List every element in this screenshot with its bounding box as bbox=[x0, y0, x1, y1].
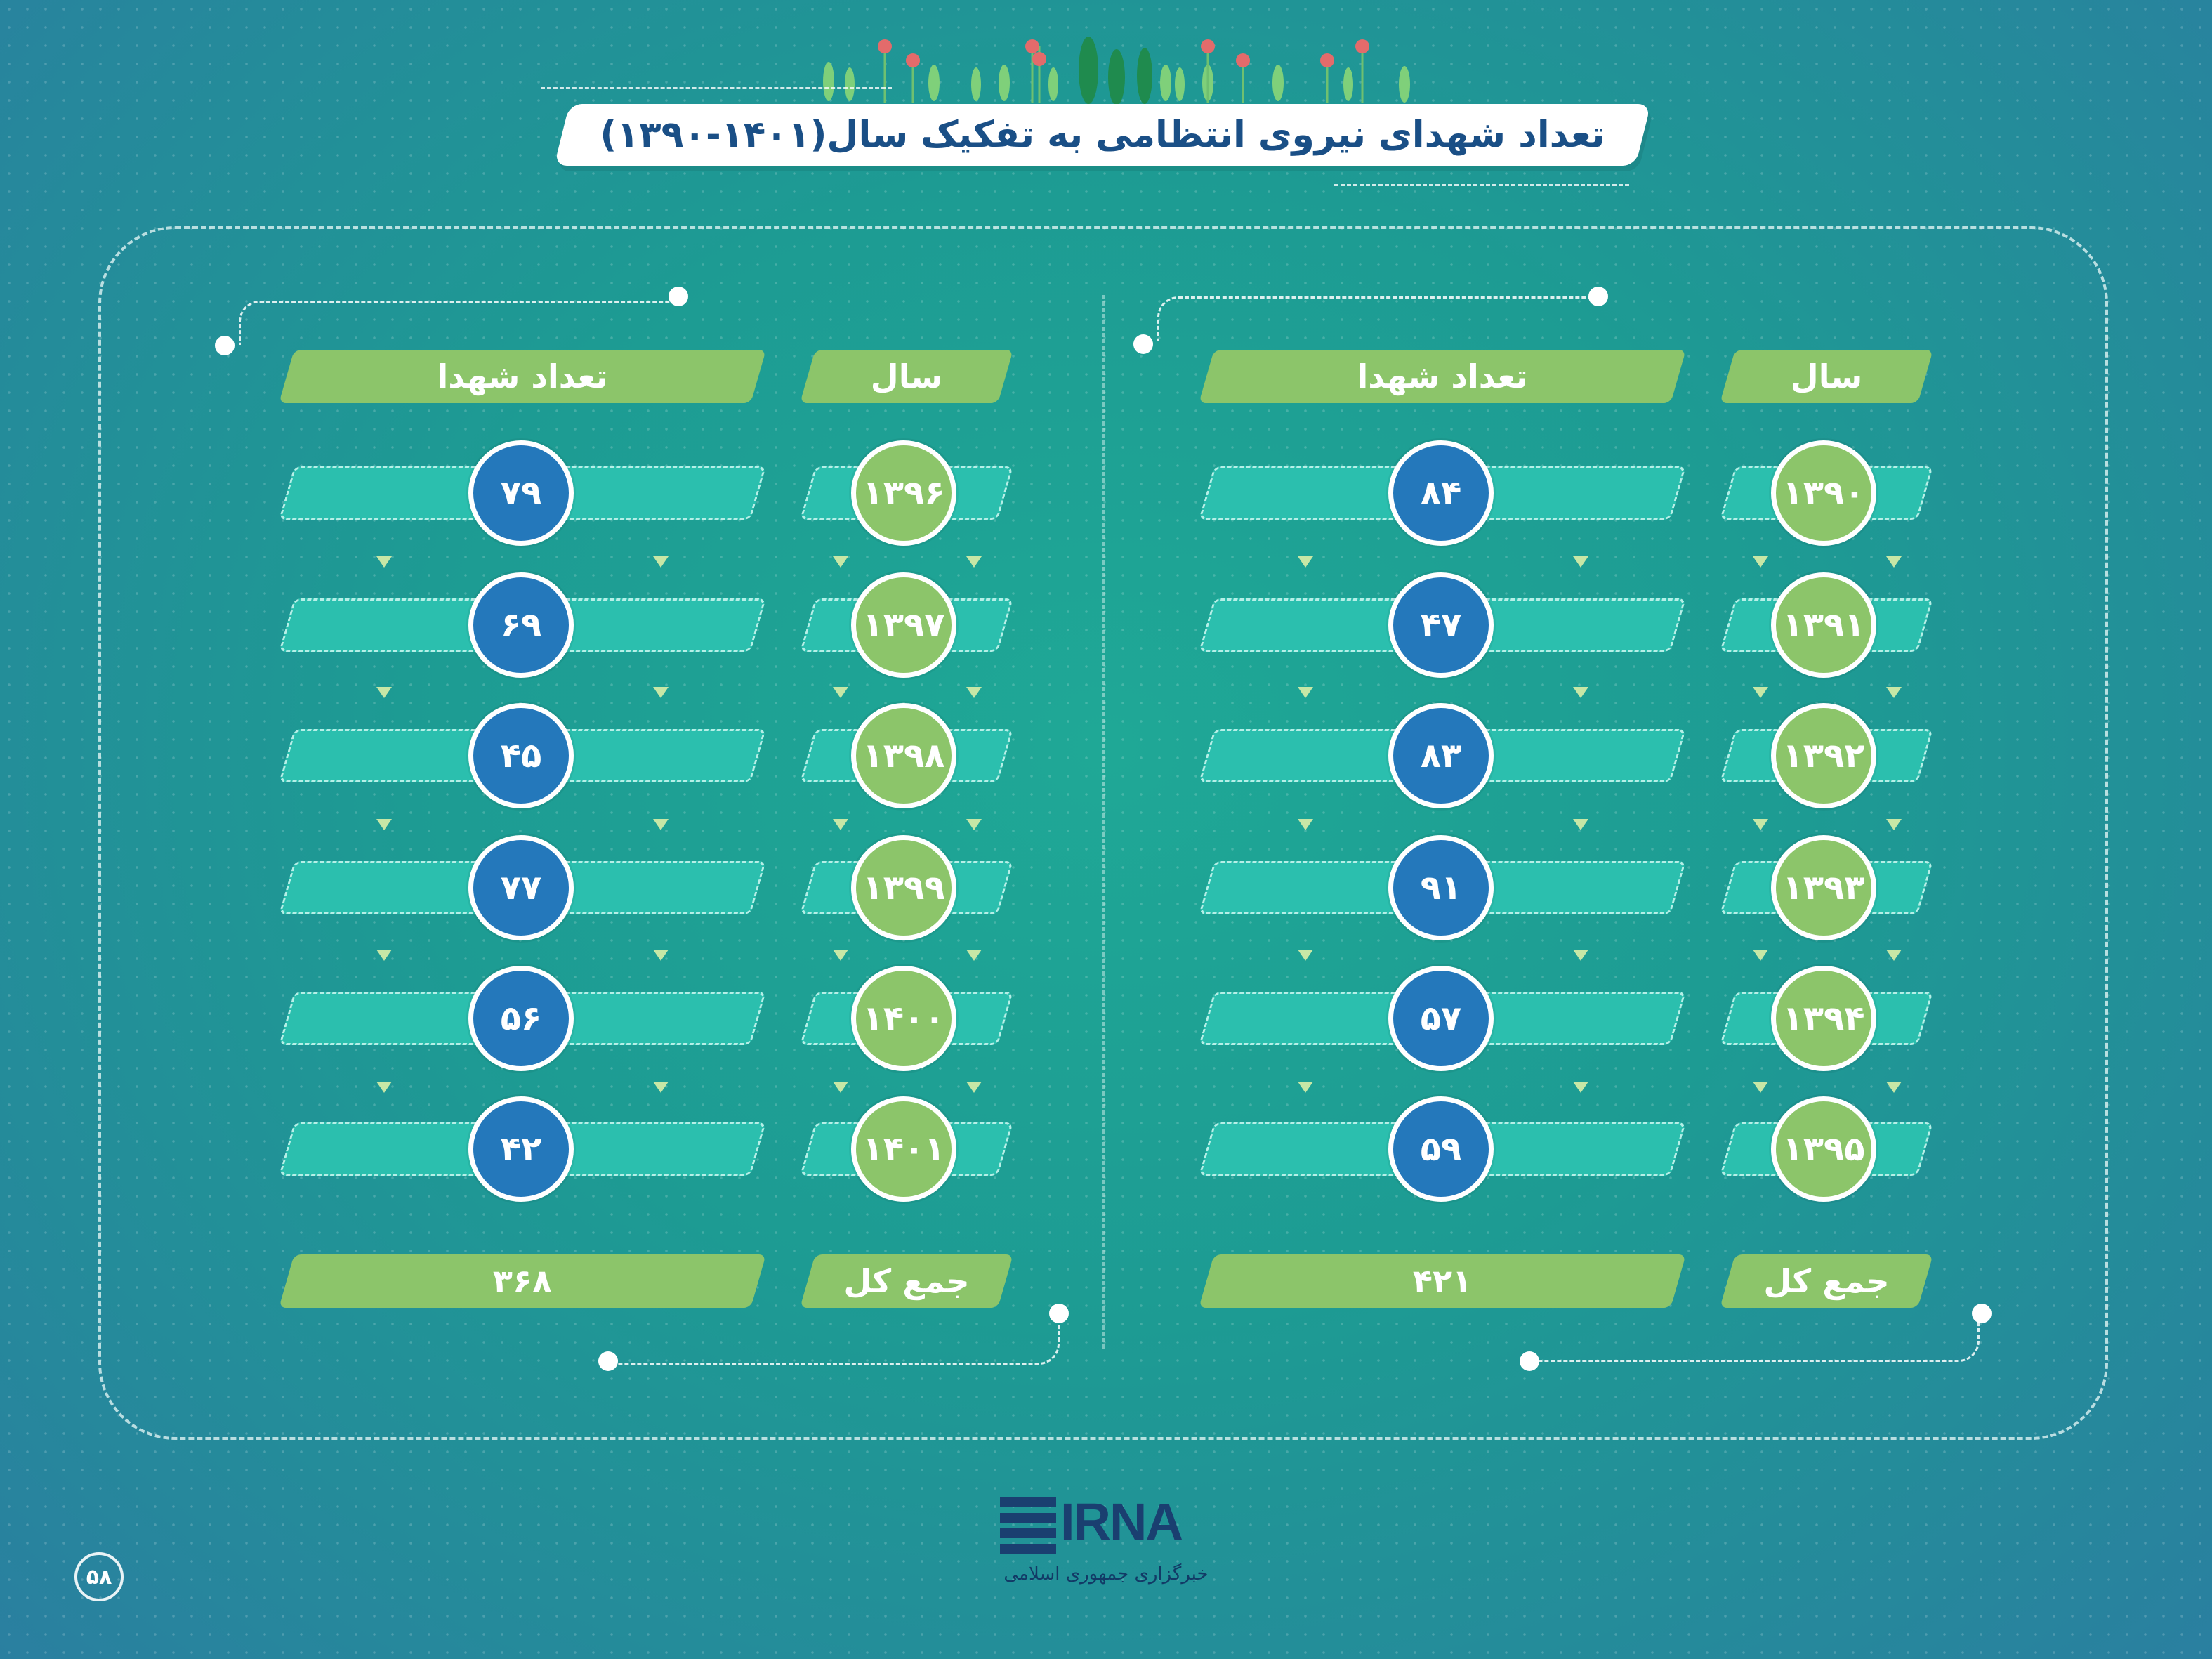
title-deco-line bbox=[541, 87, 892, 89]
separator-triangle-icon bbox=[653, 687, 669, 698]
separator-triangle-icon bbox=[966, 1082, 982, 1093]
connector-knob bbox=[1133, 334, 1153, 354]
title-deco-line bbox=[1334, 184, 1629, 186]
separator-triangle-icon bbox=[1753, 1082, 1768, 1093]
connector-line bbox=[239, 301, 682, 345]
right-year-value: ۱۳۹۴ bbox=[1771, 966, 1876, 1071]
right-count-header: تعداد شهدا bbox=[1357, 358, 1528, 395]
connector-knob bbox=[1588, 287, 1608, 306]
separator-triangle-icon bbox=[1886, 1082, 1902, 1093]
separator-triangle-icon bbox=[653, 819, 669, 830]
separator-triangle-icon bbox=[376, 1082, 392, 1093]
connector-line bbox=[1535, 1318, 1980, 1362]
left-total-value: ۳۶۸ bbox=[492, 1262, 553, 1300]
logo-subtitle: خبرگزاری جمهوری اسلامی bbox=[1003, 1563, 1209, 1585]
left-year-value: ۱۳۹۸ bbox=[851, 703, 956, 808]
separator-triangle-icon bbox=[1298, 819, 1313, 830]
left-count-value: ۴۲ bbox=[468, 1096, 574, 1202]
left-year-value: ۱۴۰۱ bbox=[851, 1096, 956, 1202]
left-count-value: ۶۹ bbox=[468, 572, 574, 678]
separator-triangle-icon bbox=[1573, 556, 1588, 568]
separator-triangle-icon bbox=[833, 1082, 848, 1093]
page-number: ۵۸ bbox=[74, 1552, 124, 1601]
connector-knob bbox=[669, 287, 688, 306]
right-count-value: ۵۹ bbox=[1388, 1096, 1494, 1202]
separator-triangle-icon bbox=[1753, 687, 1768, 698]
separator-triangle-icon bbox=[376, 687, 392, 698]
separator-triangle-icon bbox=[966, 556, 982, 568]
connector-knob bbox=[1972, 1304, 1992, 1323]
right-year-value: ۱۳۹۳ bbox=[1771, 835, 1876, 940]
separator-triangle-icon bbox=[653, 556, 669, 568]
separator-triangle-icon bbox=[376, 819, 392, 830]
separator-triangle-icon bbox=[1573, 687, 1588, 698]
right-count-value: ۴۷ bbox=[1388, 572, 1494, 678]
connector-knob bbox=[215, 336, 235, 355]
separator-triangle-icon bbox=[653, 950, 669, 961]
right-count-value: ۸۳ bbox=[1388, 703, 1494, 808]
right-total-label: جمع کل bbox=[1763, 1262, 1890, 1300]
right-year-value: ۱۳۹۵ bbox=[1771, 1096, 1876, 1202]
content-frame bbox=[98, 226, 2108, 1440]
right-total-value: ۴۲۱ bbox=[1412, 1262, 1473, 1300]
connector-line bbox=[1157, 296, 1595, 341]
right-count-value: ۹۱ bbox=[1388, 835, 1494, 940]
separator-triangle-icon bbox=[1573, 819, 1588, 830]
separator-triangle-icon bbox=[833, 950, 848, 961]
separator-triangle-icon bbox=[1886, 819, 1902, 830]
separator-triangle-icon bbox=[1298, 950, 1313, 961]
right-year-value: ۱۳۹۰ bbox=[1771, 440, 1876, 546]
left-year-value: ۱۳۹۹ bbox=[851, 835, 956, 940]
separator-triangle-icon bbox=[1753, 950, 1768, 961]
separator-triangle-icon bbox=[653, 1082, 669, 1093]
separator-triangle-icon bbox=[1886, 950, 1902, 961]
separator-triangle-icon bbox=[1573, 1082, 1588, 1093]
separator-triangle-icon bbox=[376, 950, 392, 961]
separator-triangle-icon bbox=[966, 950, 982, 961]
separator-triangle-icon bbox=[1753, 556, 1768, 568]
column-divider bbox=[1102, 295, 1105, 1349]
right-year-value: ۱۳۹۲ bbox=[1771, 703, 1876, 808]
right-count-value: ۵۷ bbox=[1388, 966, 1494, 1071]
connector-line bbox=[615, 1320, 1060, 1365]
right-year-value: ۱۳۹۱ bbox=[1771, 572, 1876, 678]
separator-triangle-icon bbox=[1886, 687, 1902, 698]
left-year-value: ۱۳۹۷ bbox=[851, 572, 956, 678]
connector-knob bbox=[1520, 1351, 1539, 1371]
connector-knob bbox=[598, 1351, 618, 1371]
left-year-header: سال bbox=[870, 358, 943, 395]
left-count-value: ۷۹ bbox=[468, 440, 574, 546]
separator-triangle-icon bbox=[1573, 950, 1588, 961]
irna-logo-icon bbox=[1000, 1497, 1056, 1554]
left-total-label: جمع کل bbox=[843, 1262, 970, 1300]
left-count-value: ۵۶ bbox=[468, 966, 574, 1071]
separator-triangle-icon bbox=[966, 819, 982, 830]
connector-knob bbox=[1049, 1304, 1069, 1323]
left-count-value: ۷۷ bbox=[468, 835, 574, 940]
right-year-header: سال bbox=[1790, 358, 1863, 395]
separator-triangle-icon bbox=[833, 687, 848, 698]
separator-triangle-icon bbox=[833, 556, 848, 568]
left-count-value: ۴۵ bbox=[468, 703, 574, 808]
separator-triangle-icon bbox=[966, 687, 982, 698]
separator-triangle-icon bbox=[1753, 819, 1768, 830]
logo-name: IRNA bbox=[1060, 1493, 1183, 1551]
plants-decoration-icon bbox=[823, 37, 1410, 105]
separator-triangle-icon bbox=[1298, 1082, 1313, 1093]
separator-triangle-icon bbox=[1298, 687, 1313, 698]
left-year-value: ۱۴۰۰ bbox=[851, 966, 956, 1071]
right-count-value: ۸۴ bbox=[1388, 440, 1494, 546]
separator-triangle-icon bbox=[1298, 556, 1313, 568]
left-count-header: تعداد شهدا bbox=[437, 358, 608, 395]
separator-triangle-icon bbox=[833, 819, 848, 830]
page-title: تعداد شهدای نیروی انتظامی به تفکیک سال(۱… bbox=[600, 114, 1605, 156]
separator-triangle-icon bbox=[376, 556, 392, 568]
left-year-value: ۱۳۹۶ bbox=[851, 440, 956, 546]
separator-triangle-icon bbox=[1886, 556, 1902, 568]
